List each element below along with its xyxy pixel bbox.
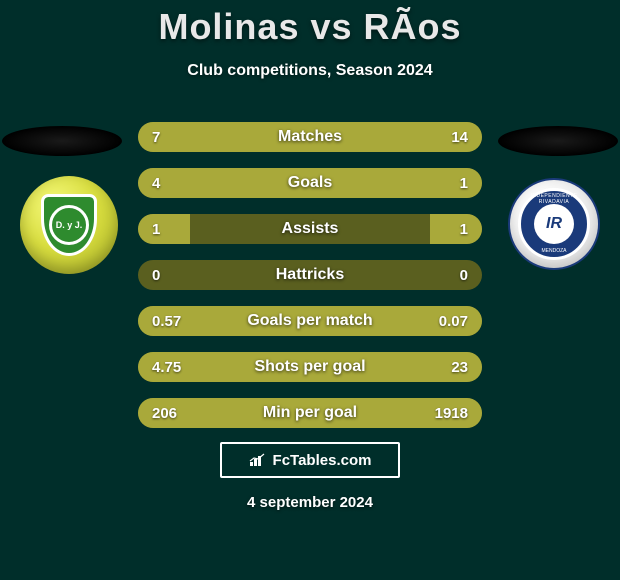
stat-label: Min per goal <box>263 404 357 422</box>
stat-value-left: 1 <box>152 221 160 238</box>
stat-label: Goals <box>288 174 332 192</box>
date-label: 4 september 2024 <box>0 494 620 511</box>
stat-value-right: 1918 <box>435 405 468 422</box>
page-subtitle: Club competitions, Season 2024 <box>0 62 620 80</box>
crest-right-ring: INDEPENDIENTE RIVADAVIA IR MENDOZA <box>518 188 590 260</box>
stat-label: Assists <box>282 220 339 238</box>
stat-row: 4 Goals 1 <box>138 168 482 198</box>
stat-value-right: 0.07 <box>439 313 468 330</box>
stat-value-right: 14 <box>451 129 468 146</box>
stats-panel: 7 Matches 14 4 Goals 1 1 Assists 1 0 Hattricks 0 0.5… <box>138 122 482 444</box>
stat-value-left: 206 <box>152 405 177 422</box>
stat-label: Hattricks <box>276 266 344 284</box>
crest-right-bottom-text: MENDOZA <box>521 248 587 254</box>
stat-value-left: 7 <box>152 129 160 146</box>
stat-fill-right <box>430 214 482 244</box>
stat-row: 206 Min per goal 1918 <box>138 398 482 428</box>
chart-icon <box>249 453 267 467</box>
brand-text: FcTables.com <box>273 452 372 469</box>
stat-value-left: 0.57 <box>152 313 181 330</box>
stat-value-right: 1 <box>460 175 468 192</box>
team-crest-left[interactable]: D. y J. <box>20 176 118 274</box>
stat-value-left: 4 <box>152 175 160 192</box>
stat-fill-right <box>413 168 482 198</box>
stat-value-right: 0 <box>460 267 468 284</box>
stat-label: Goals per match <box>247 312 372 330</box>
stat-label: Shots per goal <box>254 358 365 376</box>
brand-link[interactable]: FcTables.com <box>220 442 400 478</box>
crest-left-initials: D. y J. <box>49 205 89 245</box>
stat-value-left: 0 <box>152 267 160 284</box>
page-title: Molinas vs RÃ­os <box>0 0 620 48</box>
team-crest-right[interactable]: INDEPENDIENTE RIVADAVIA IR MENDOZA <box>508 178 600 270</box>
stat-row: 0 Hattricks 0 <box>138 260 482 290</box>
crest-right-monogram: IR <box>534 204 574 244</box>
stat-label: Matches <box>278 128 342 146</box>
stat-row: 1 Assists 1 <box>138 214 482 244</box>
player-right-silhouette <box>498 126 618 156</box>
stat-fill-left <box>138 214 190 244</box>
stat-value-right: 1 <box>460 221 468 238</box>
stat-fill-left <box>138 168 413 198</box>
player-left-silhouette <box>2 126 122 156</box>
stat-row: 7 Matches 14 <box>138 122 482 152</box>
stat-row: 0.57 Goals per match 0.07 <box>138 306 482 336</box>
stat-row: 4.75 Shots per goal 23 <box>138 352 482 382</box>
stat-value-left: 4.75 <box>152 359 181 376</box>
crest-right-top-text: INDEPENDIENTE RIVADAVIA <box>521 193 587 205</box>
shield-icon: D. y J. <box>41 194 97 256</box>
stat-value-right: 23 <box>451 359 468 376</box>
